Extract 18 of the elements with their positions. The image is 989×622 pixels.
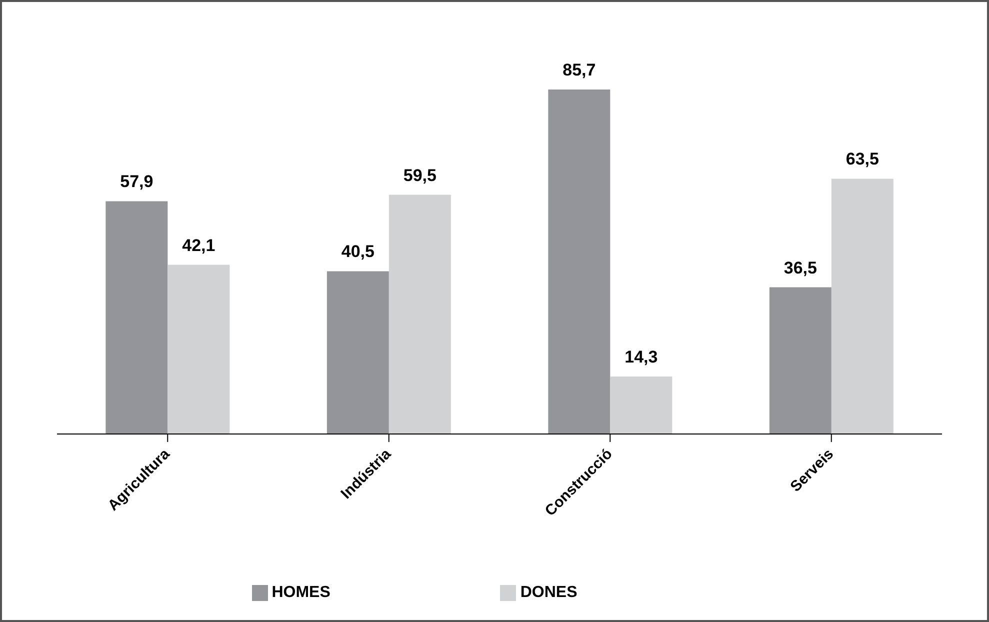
data-label: 14,3 [624,348,658,367]
bar [326,271,389,434]
bar [168,264,230,434]
bar [548,89,610,434]
data-label: 36,5 [784,258,817,278]
data-label: 42,1 [182,236,216,255]
data-label: 40,5 [341,242,374,262]
data-label: 59,5 [403,166,436,185]
data-label: 57,9 [120,172,154,192]
legend-label: HOMES [272,584,330,601]
data-label: 63,5 [846,150,879,169]
legend-label: DONES [520,584,578,601]
bar [388,194,451,434]
bar [769,287,832,434]
bar [610,376,672,434]
bar [106,201,168,434]
bar [831,178,894,434]
data-label: 85,7 [562,60,596,80]
